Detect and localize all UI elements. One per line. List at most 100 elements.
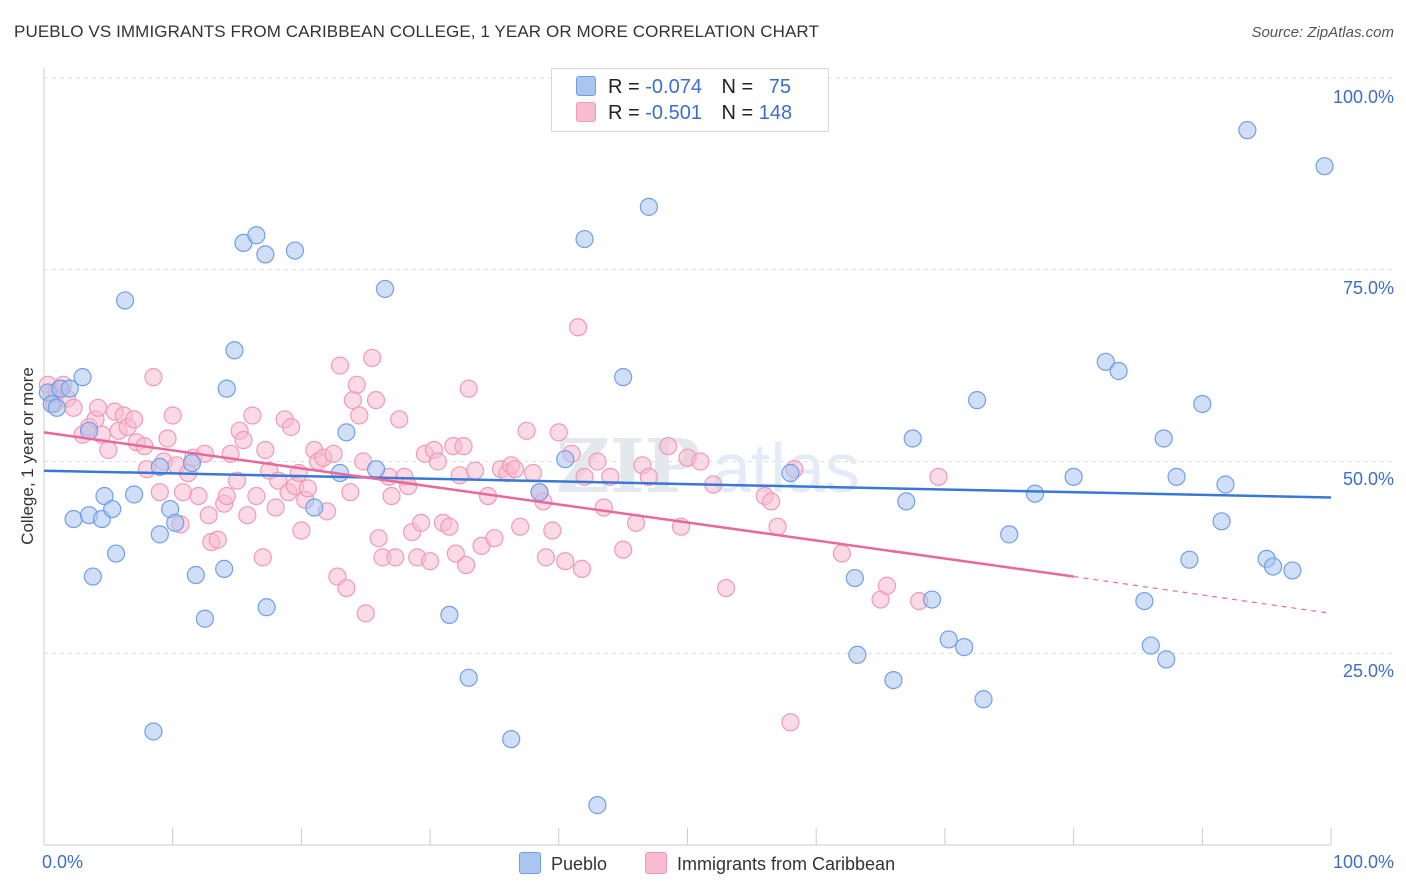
- pueblo-point: [939, 630, 958, 649]
- pueblo-point: [47, 398, 66, 417]
- caribbean-point: [572, 559, 592, 578]
- caribbean-point: [659, 437, 678, 456]
- caribbean-point: [337, 578, 356, 598]
- pueblo-point: [103, 499, 122, 519]
- caribbean-point: [88, 398, 108, 417]
- caribbean-point: [208, 530, 227, 549]
- caribbean-point: [517, 421, 536, 440]
- caribbean-point: [256, 440, 275, 460]
- pueblo-trend-line: [43, 469, 1332, 499]
- pueblo-point: [1238, 121, 1257, 140]
- pueblo-point: [1025, 484, 1045, 503]
- stats-legend: R = -0.074 N = 75 R = -0.501 N = 148: [551, 68, 829, 132]
- pueblo-point: [115, 291, 135, 310]
- caribbean-point: [457, 555, 476, 575]
- caribbean-point: [253, 548, 272, 567]
- caribbean-point: [781, 713, 800, 732]
- caribbean-point: [399, 476, 418, 496]
- caribbean-point: [350, 406, 369, 425]
- source-label: Source: ZipAtlas.com: [1251, 24, 1394, 41]
- pueblo-point: [922, 590, 942, 609]
- caribbean-point: [459, 379, 478, 398]
- legend-r-label: R =: [608, 102, 640, 124]
- caribbean-point: [536, 548, 556, 567]
- caribbean-point: [549, 423, 568, 442]
- y-tick-label: 75.0%: [1342, 278, 1394, 298]
- caribbean-point: [234, 430, 253, 450]
- caribbean-point: [601, 467, 620, 486]
- caribbean-point: [614, 540, 633, 559]
- caribbean-point: [454, 437, 473, 456]
- legend-label: Pueblo: [551, 854, 608, 874]
- bottom-legend-caribbean: Immigrants from Caribbean: [645, 852, 895, 875]
- x-tick-label: 0.0%: [42, 852, 84, 872]
- pueblo-point: [614, 368, 633, 387]
- legend-swatch: [519, 852, 541, 874]
- legend-swatch: [576, 102, 596, 122]
- pueblo-point: [955, 638, 974, 657]
- pueblo-point: [1167, 467, 1186, 486]
- caribbean-point: [266, 498, 285, 517]
- caribbean-point: [99, 440, 118, 460]
- caribbean-point: [832, 544, 852, 563]
- caribbean-point: [64, 398, 83, 417]
- pueblo-point: [903, 429, 922, 448]
- caribbean-point: [369, 529, 388, 548]
- pueblo-point: [502, 730, 521, 749]
- pueblo-point: [186, 565, 205, 585]
- pueblo-point: [106, 544, 126, 563]
- caribbean-point: [124, 410, 144, 429]
- pueblo-point: [366, 460, 386, 479]
- legend-n-label: N =: [721, 76, 754, 98]
- pueblo-point: [195, 609, 214, 628]
- caribbean-point: [446, 544, 465, 563]
- pueblo-point: [285, 241, 305, 260]
- caribbean-point: [343, 391, 362, 410]
- legend-label: Immigrants from Caribbean: [677, 854, 896, 874]
- caribbean-point: [282, 417, 301, 437]
- caribbean-point: [717, 578, 736, 598]
- caribbean-point: [199, 506, 218, 525]
- caribbean-point: [158, 429, 177, 448]
- caribbean-point: [292, 521, 311, 540]
- pueblo-point: [64, 509, 83, 529]
- caribbean-point: [411, 513, 431, 532]
- pueblo-point: [225, 341, 244, 360]
- pueblo-point: [1283, 561, 1302, 580]
- pueblo-point: [897, 492, 916, 511]
- y-tick-label: 50.0%: [1342, 469, 1394, 489]
- pueblo-point: [556, 450, 575, 469]
- y-tick-label: 25.0%: [1342, 661, 1394, 681]
- caribbean-point: [877, 576, 897, 595]
- caribbean-point: [588, 452, 607, 471]
- caribbean-trend-line: [43, 431, 1074, 578]
- caribbean-point: [366, 391, 386, 410]
- pueblo-point: [967, 391, 987, 410]
- caribbean-point: [485, 529, 504, 548]
- legend-swatch: [576, 76, 596, 96]
- caribbean-point: [227, 471, 247, 490]
- caribbean-point: [762, 492, 781, 511]
- pueblo-point: [588, 796, 607, 815]
- x-tick-label: 100.0%: [1332, 852, 1394, 872]
- pueblo-point: [1180, 550, 1199, 569]
- caribbean-point: [691, 452, 710, 471]
- caribbean-point: [440, 517, 459, 536]
- pueblo-point: [1109, 361, 1128, 381]
- pueblo-point: [257, 598, 276, 617]
- pueblo-point: [73, 368, 92, 387]
- pueblo-point: [974, 690, 993, 709]
- bottom-legend-pueblo: Pueblo: [519, 852, 607, 875]
- pueblo-point: [781, 463, 800, 483]
- legend-n-value: 148: [758, 102, 793, 124]
- pueblo-point: [150, 525, 169, 544]
- caribbean-point: [356, 604, 375, 623]
- pueblo-point: [575, 229, 594, 249]
- caribbean-point: [390, 410, 409, 429]
- pueblo-point: [217, 379, 236, 398]
- pueblo-point: [1157, 650, 1176, 669]
- caribbean-point: [421, 552, 440, 571]
- caribbean-point: [247, 486, 266, 506]
- chart-title: PUEBLO VS IMMIGRANTS FROM CARIBBEAN COLL…: [14, 22, 819, 41]
